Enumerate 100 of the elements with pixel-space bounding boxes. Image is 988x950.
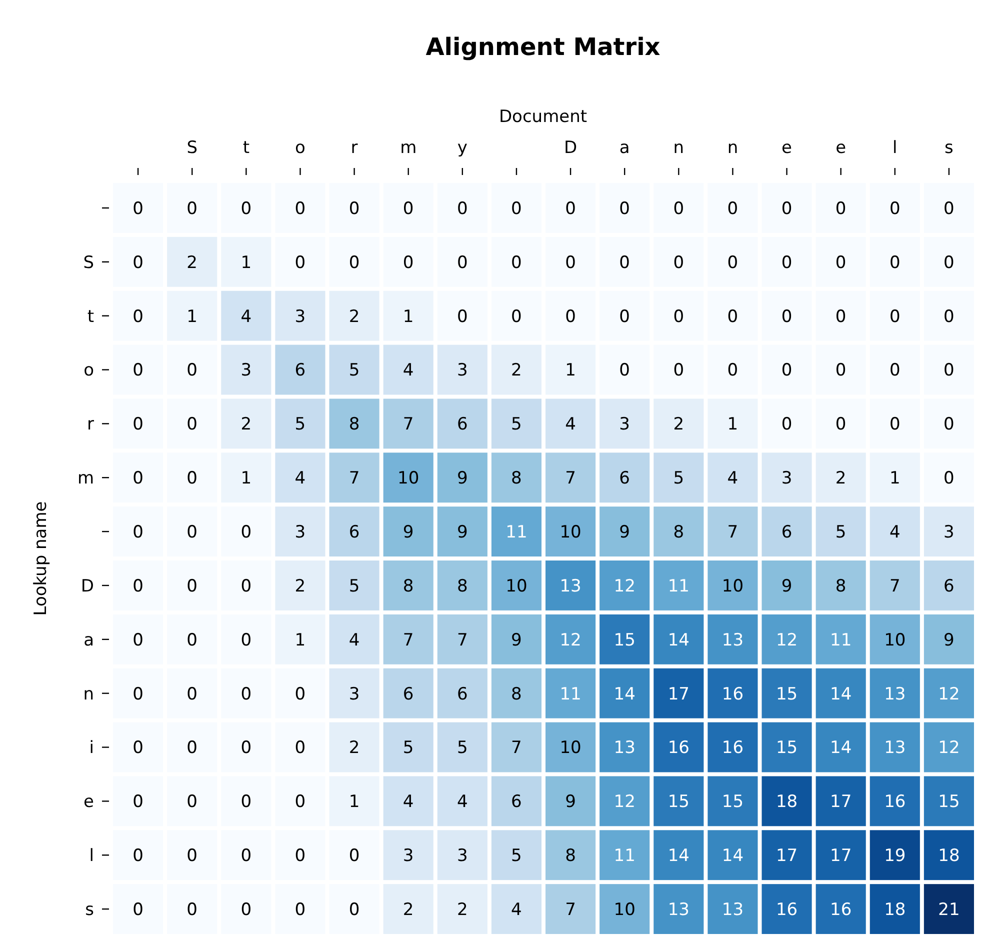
data-label: 0: [186, 198, 198, 219]
data-label: 5: [348, 576, 360, 596]
data-label: 0: [132, 738, 144, 758]
data-label: 4: [456, 792, 468, 812]
x-tick-label: S: [186, 138, 198, 158]
data-label: 13: [614, 738, 636, 758]
data-label: 5: [402, 738, 414, 758]
data-label: 14: [830, 738, 852, 758]
data-label: 18: [938, 846, 960, 866]
data-label: 10: [398, 468, 420, 489]
data-label: 16: [668, 738, 690, 758]
data-label: 0: [889, 252, 900, 273]
data-label: 0: [835, 306, 846, 327]
data-label: 2: [240, 414, 252, 435]
data-label: 0: [240, 738, 252, 758]
data-label: 18: [884, 900, 906, 920]
y-tick-label: l: [89, 846, 94, 866]
data-label: 0: [294, 252, 306, 273]
data-label: 16: [722, 738, 744, 758]
data-label: 3: [294, 522, 306, 542]
x-tick-label: n: [673, 138, 684, 158]
data-label: 0: [727, 252, 738, 273]
data-label: 1: [565, 360, 576, 381]
data-label: 4: [240, 306, 252, 327]
data-label: 15: [614, 630, 636, 650]
data-label: 12: [560, 630, 582, 650]
data-label: 19: [884, 846, 906, 866]
data-label: 0: [132, 900, 144, 920]
data-label: 0: [944, 306, 954, 327]
data-label: 0: [186, 900, 198, 920]
data-label: 7: [511, 738, 522, 758]
data-label: 16: [884, 792, 906, 812]
data-label: 8: [835, 576, 846, 596]
data-label: 0: [781, 306, 792, 327]
data-label: 10: [884, 630, 906, 650]
data-label: 2: [348, 306, 360, 327]
data-label: 6: [619, 468, 630, 489]
data-label: 2: [294, 576, 306, 596]
data-label: 7: [727, 522, 738, 542]
data-label: 0: [240, 630, 252, 650]
data-label: 0: [186, 684, 198, 704]
data-label: 0: [889, 198, 900, 219]
data-label: 0: [132, 576, 144, 596]
x-tick-label: l: [892, 138, 898, 158]
data-label: 15: [776, 738, 798, 758]
y-tick-label: r: [87, 414, 94, 435]
data-label: 1: [294, 630, 306, 650]
data-label: 0: [132, 522, 144, 542]
data-label: 3: [240, 360, 252, 381]
data-label: 0: [186, 792, 198, 812]
data-label: 0: [619, 360, 630, 381]
data-label: 17: [830, 792, 852, 812]
data-label: 0: [835, 252, 846, 273]
data-label: 12: [614, 576, 636, 596]
data-label: 1: [186, 306, 198, 327]
data-label: 0: [132, 252, 144, 273]
y-tick-label: m: [77, 468, 94, 489]
data-label: 14: [830, 684, 852, 704]
data-label: 0: [511, 252, 522, 273]
data-label: 0: [456, 306, 468, 327]
data-label: 0: [240, 576, 252, 596]
data-label: 0: [186, 576, 198, 596]
x-tick-label: s: [944, 138, 954, 158]
x-tick-label: y: [457, 138, 468, 158]
data-label: 10: [560, 738, 582, 758]
data-label: 0: [186, 738, 198, 758]
data-label: 11: [668, 576, 690, 596]
data-label: 0: [348, 900, 360, 920]
y-tick-label: n: [83, 684, 94, 704]
data-label: 0: [456, 252, 468, 273]
data-label: 0: [348, 198, 360, 219]
data-label: 0: [565, 198, 576, 219]
data-label: 4: [511, 900, 522, 920]
data-label: 16: [830, 900, 852, 920]
data-label: 8: [456, 576, 468, 596]
data-label: 7: [565, 468, 576, 489]
data-label: 15: [668, 792, 690, 812]
data-label: 0: [132, 684, 144, 704]
data-label: 0: [619, 198, 630, 219]
data-label: 3: [348, 684, 360, 704]
data-label: 6: [456, 684, 468, 704]
data-label: 10: [722, 576, 744, 596]
x-axis-title: Document: [498, 107, 588, 127]
data-label: 11: [506, 522, 528, 542]
data-label: 17: [830, 846, 852, 866]
data-label: 0: [132, 198, 144, 219]
data-label: 12: [938, 738, 960, 758]
data-label: 0: [240, 846, 252, 866]
data-label: 3: [944, 522, 954, 542]
data-label: 11: [830, 630, 852, 650]
data-label: 3: [294, 306, 306, 327]
data-label: 7: [889, 576, 900, 596]
data-label: 6: [944, 576, 954, 596]
data-label: 0: [781, 414, 792, 435]
data-label: 2: [511, 360, 522, 381]
data-label: 15: [938, 792, 960, 812]
data-label: 4: [294, 468, 306, 489]
data-label: 13: [884, 684, 906, 704]
data-label: 14: [668, 846, 690, 866]
data-label: 0: [132, 414, 144, 435]
